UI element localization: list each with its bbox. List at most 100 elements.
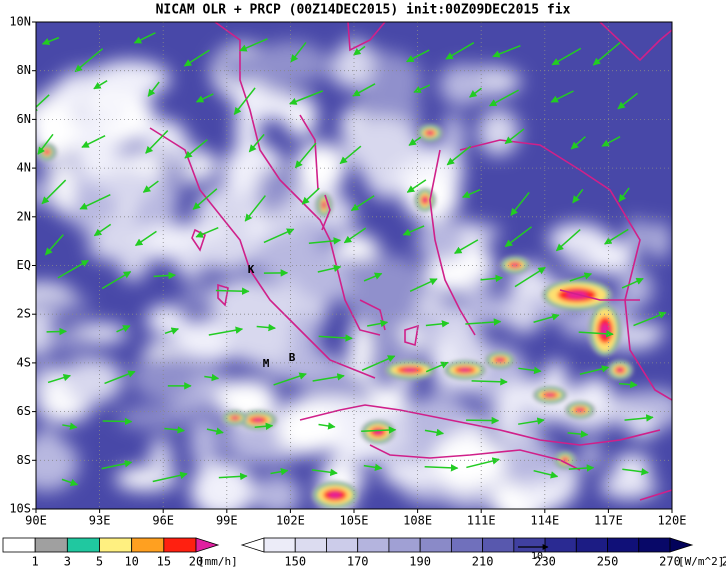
wind-vector: [618, 380, 638, 389]
wind-vector: [318, 422, 336, 430]
wind-vector: [446, 145, 472, 166]
wind-vector: [317, 264, 342, 273]
wind-vector: [492, 44, 521, 58]
cloud: [618, 269, 654, 308]
cloud: [90, 60, 170, 98]
wind-vector: [454, 239, 479, 254]
wind-vector: [569, 272, 593, 282]
wind-vector: [239, 38, 268, 52]
cloud: [647, 221, 671, 260]
lat-label: 2S: [17, 307, 31, 321]
wind-vector: [514, 266, 546, 288]
cloud: [348, 321, 371, 380]
wind-vector: [195, 226, 219, 238]
wind-vector: [579, 365, 610, 376]
cloud: [342, 116, 421, 172]
colorbar-label: 250: [597, 555, 619, 569]
wind-vector: [406, 179, 427, 193]
colorbar-label: 170: [347, 555, 369, 569]
wind-vector: [311, 468, 338, 477]
station-label: K: [248, 263, 255, 276]
colorbar-label: 5: [96, 555, 103, 569]
colorbar-segment: [131, 537, 165, 553]
cloud: [294, 142, 347, 193]
wind-vector: [518, 366, 542, 375]
wind-vector: [633, 311, 667, 327]
cloud: [103, 167, 157, 202]
cloud: [439, 64, 486, 106]
wind-vector: [46, 327, 67, 336]
precip-cell: [232, 416, 238, 420]
cloud: [190, 461, 255, 509]
precip-cell: [617, 368, 623, 372]
wind-vector: [192, 188, 218, 210]
wind-vector: [133, 32, 156, 44]
wind-vector: [550, 90, 574, 103]
lon-label: 99E: [216, 514, 238, 528]
wind-vector: [93, 80, 108, 90]
colorbar-segment: [450, 537, 484, 553]
cloud: [180, 225, 213, 242]
wind-vector: [61, 478, 79, 487]
wind-vector: [408, 136, 422, 146]
wind-vector: [184, 139, 208, 159]
lon-label: 117E: [594, 514, 623, 528]
wind-vector: [624, 414, 654, 422]
wind-vector: [406, 49, 430, 63]
colorbar-segment: [607, 537, 640, 553]
colorbar-label: 230: [534, 555, 556, 569]
wind-vector: [152, 471, 188, 483]
precip-cell: [328, 492, 342, 498]
lon-label: 90E: [25, 514, 47, 528]
wind-vector: [601, 136, 621, 147]
wind-vector: [425, 320, 450, 328]
colorbar-segment: [99, 537, 133, 553]
precip-cell: [403, 368, 417, 372]
colorbar-segment: [163, 537, 197, 553]
cloud: [470, 274, 489, 315]
colorbar-label: 190: [409, 555, 431, 569]
colorbar-segment: [544, 537, 577, 553]
wind-vector: [312, 373, 345, 382]
wind-vector: [604, 228, 629, 245]
wind-vector: [79, 193, 111, 210]
cloud: [276, 404, 340, 455]
wind-vector: [409, 278, 438, 293]
wind-vector: [568, 464, 595, 472]
wind-vector: [81, 135, 106, 148]
wind-vector: [233, 87, 256, 115]
cloud: [253, 475, 301, 509]
cloud: [240, 192, 262, 209]
lon-label: 96E: [152, 514, 174, 528]
lon-label: 111E: [467, 514, 496, 528]
wind-vector: [339, 145, 362, 165]
lon-label: 93E: [89, 514, 111, 528]
cloud: [631, 324, 666, 338]
cloud: [47, 330, 94, 353]
wind-vector: [471, 378, 508, 386]
wind-vector: [618, 187, 630, 203]
wind-vector: [617, 92, 639, 110]
station-label: B: [289, 351, 296, 364]
wind-vector: [469, 87, 482, 98]
colorbar-triangle: [240, 537, 265, 553]
cloud: [253, 231, 320, 281]
wind-vector: [153, 271, 176, 280]
cloud: [216, 50, 261, 85]
lat-label: 6S: [17, 404, 31, 418]
wind-vector: [367, 319, 389, 328]
cloud: [131, 354, 197, 401]
colorbar-segment: [326, 537, 359, 553]
wind-vector: [413, 84, 431, 93]
lat-label: 8N: [17, 63, 31, 77]
colorbar-label: 20: [189, 555, 203, 569]
wind-vector: [215, 287, 250, 295]
wind-vector: [363, 463, 383, 472]
wind-vector: [134, 230, 157, 247]
cloud: [441, 113, 466, 162]
wind-vector: [57, 259, 89, 279]
wind-vector: [425, 361, 449, 373]
cloud: [347, 274, 419, 332]
precip-cell: [322, 202, 326, 208]
cloud: [336, 233, 376, 263]
